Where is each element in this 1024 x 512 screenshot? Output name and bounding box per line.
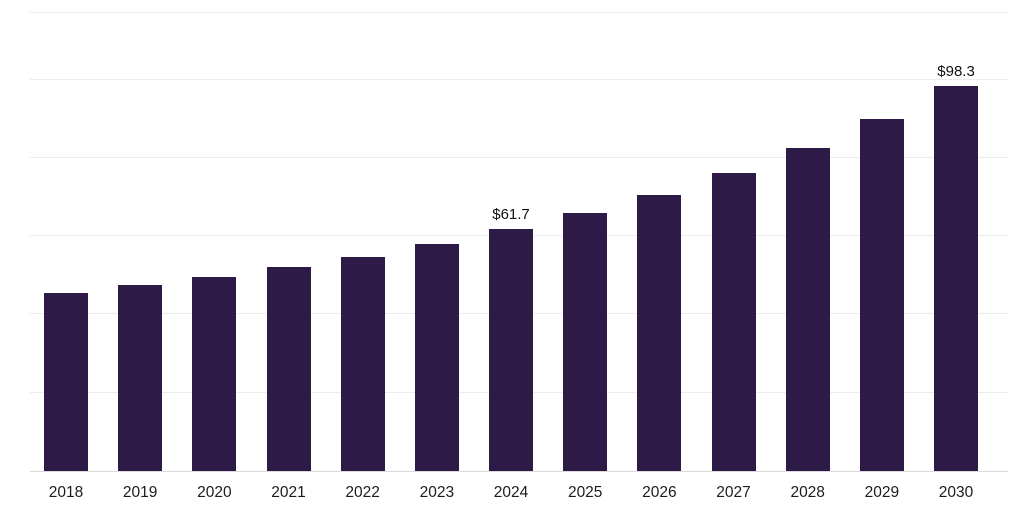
x-axis: 2018 2019 2020 2021 2022 2023 2024 2025 2026 2027…	[30, 471, 1008, 511]
bar-2022	[340, 257, 385, 471]
x-tick-label-2024: 2024	[493, 484, 529, 501]
gridline	[30, 78, 1008, 80]
x-tick-label-2028: 2028	[790, 484, 825, 501]
bar-2028	[785, 148, 830, 471]
bar-2018	[44, 292, 88, 471]
x-tick-label-2019: 2019	[122, 484, 158, 501]
x-tick-label-2030: 2030	[938, 484, 974, 501]
bar-2020	[192, 277, 237, 471]
gridline	[30, 156, 1008, 158]
x-tick-label-2023: 2023	[419, 484, 455, 501]
bar-2019	[118, 285, 163, 471]
bar-value-label-2024: $61.7	[492, 206, 530, 224]
x-tick-label-2026: 2026	[642, 484, 677, 501]
bar-2025	[563, 212, 608, 471]
x-tick-label-2018: 2018	[48, 484, 84, 501]
x-tick-label-2022: 2022	[345, 484, 380, 501]
bar-2023	[414, 243, 459, 471]
bar-2030	[934, 86, 979, 471]
bar-2021	[266, 267, 311, 471]
bar-2029	[859, 118, 904, 471]
bar-2024	[489, 229, 534, 471]
plot-area: $61.7 $98.3	[30, 12, 1008, 472]
x-tick-label-2021: 2021	[271, 484, 306, 501]
bar-2026	[637, 195, 682, 471]
x-tick-label-2027: 2027	[716, 484, 751, 501]
x-tick-label-2025: 2025	[567, 484, 603, 501]
bar-2027	[711, 172, 756, 471]
x-tick-label-2029: 2029	[864, 484, 900, 501]
bar-value-label-2030: $98.3	[937, 63, 975, 81]
x-tick-label-2020: 2020	[197, 484, 232, 501]
